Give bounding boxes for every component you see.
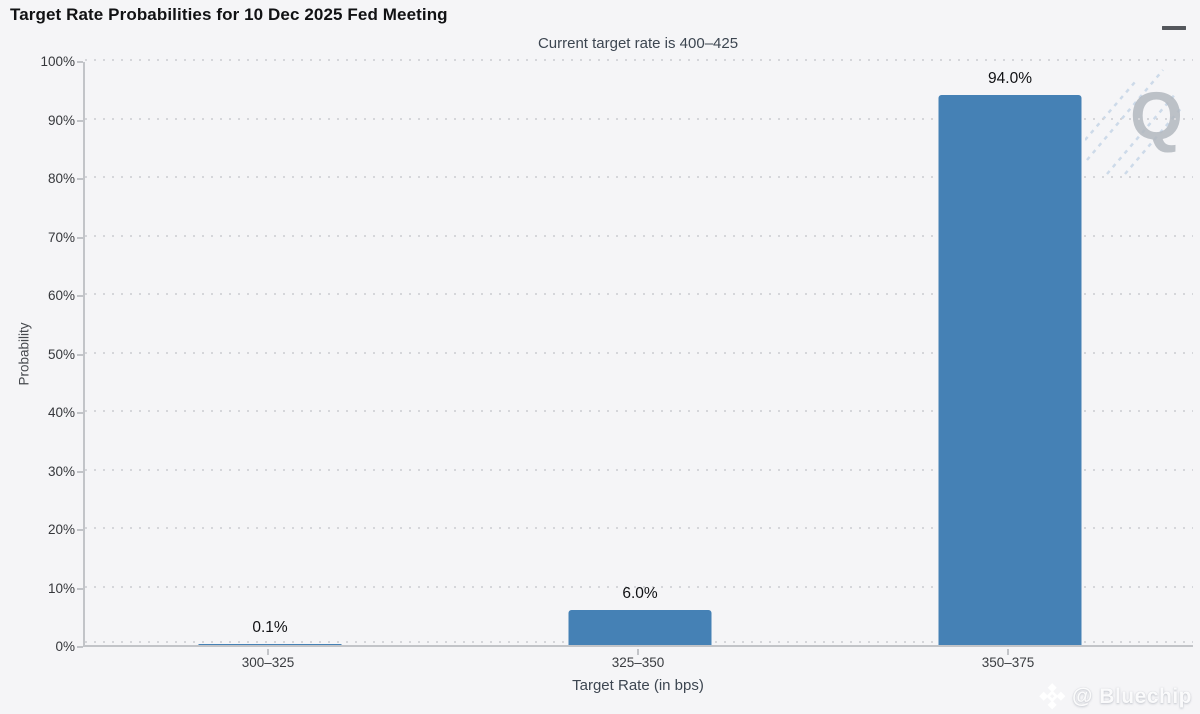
bar-value-label: 0.1% (252, 619, 288, 636)
gridline-80 (85, 176, 1193, 178)
gridline-50 (85, 351, 1193, 354)
y-tick-label: 60% (47, 288, 75, 303)
y-tick-label: 0% (55, 639, 75, 654)
y-tick-mark (77, 236, 83, 239)
y-tick-mark (77, 529, 83, 531)
plot-area: 0.1% 6.0% 94.0% (83, 59, 1195, 647)
chart-subtitle: Current target rate is 400–425 (537, 35, 739, 52)
y-tick-mark (77, 353, 83, 356)
bar-300–325[interactable] (198, 644, 342, 645)
x-tick-mark (637, 649, 639, 655)
x-tick-label: 325–350 (611, 655, 665, 670)
y-tick-mark (77, 295, 83, 297)
y-tick-mark (77, 178, 83, 180)
gridline-20 (85, 527, 1193, 529)
y-tick-label: 100% (40, 54, 75, 69)
x-tick-label: 350–375 (981, 655, 1035, 670)
y-tick-mark (77, 470, 83, 473)
gridline-70 (85, 234, 1193, 237)
gridline-10 (85, 585, 1193, 588)
x-tick-mark (267, 649, 269, 655)
gridline-90 (85, 117, 1193, 120)
gridline-60 (85, 293, 1193, 295)
y-tick-label: 90% (47, 112, 75, 128)
y-tick-label: 40% (47, 405, 75, 420)
y-tick-label: 10% (47, 580, 75, 596)
bar-350–375[interactable] (938, 95, 1082, 645)
page-title: Target Rate Probabilities for 10 Dec 202… (10, 5, 448, 24)
bar-value-label: 6.0% (622, 585, 658, 602)
x-axis-title: Target Rate (in bps) (572, 677, 704, 694)
bar-slot-300–325: 0.1% (85, 62, 455, 645)
y-tick-mark (77, 61, 83, 63)
x-axis: 300–325 325–350 350–375 (83, 649, 1193, 709)
gridline-30 (85, 468, 1193, 471)
y-tick-label: 30% (47, 463, 75, 479)
gridline-40 (85, 410, 1193, 412)
y-tick-mark (77, 646, 83, 648)
x-tick-mark (1007, 649, 1009, 655)
y-tick-label: 50% (47, 346, 75, 362)
y-tick-mark (77, 587, 83, 590)
y-tick-label: 80% (47, 171, 75, 186)
bar-value-label: 94.0% (988, 70, 1032, 87)
bar-slot-325–350: 6.0% (455, 62, 825, 645)
gridline-100 (85, 59, 1193, 61)
y-tick-mark (77, 119, 83, 122)
x-tick-label: 300–325 (241, 655, 295, 670)
y-tick-label: 20% (47, 522, 75, 537)
bar-slot-350–375: 94.0% (825, 62, 1195, 645)
menu-button[interactable] (1162, 9, 1186, 30)
y-tick-label: 70% (47, 229, 75, 245)
y-tick-mark (77, 412, 83, 414)
bar-325–350[interactable] (568, 610, 712, 645)
